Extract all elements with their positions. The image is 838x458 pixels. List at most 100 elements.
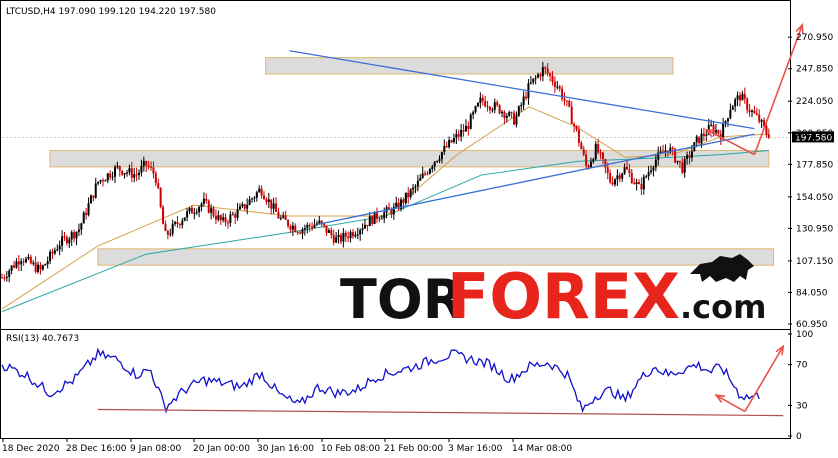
candle-body <box>253 197 256 199</box>
candle-body <box>275 203 278 212</box>
candle-body <box>82 212 85 224</box>
candle-body <box>267 199 270 203</box>
candle-body <box>383 212 386 219</box>
candle-body <box>702 133 705 136</box>
logo-text-tor: TOR <box>340 268 464 331</box>
rsi-tick-label: 30 <box>796 401 808 411</box>
candle-body <box>351 232 354 237</box>
candle-body <box>758 114 761 122</box>
candle-body <box>529 82 532 84</box>
candle-body <box>599 152 602 154</box>
support-zone-2 <box>49 149 770 168</box>
candle-body <box>765 126 768 135</box>
candle-body <box>162 207 165 225</box>
candle-body <box>380 218 383 220</box>
price-tick-label: 200.950 <box>796 129 833 139</box>
candle-body <box>53 250 56 254</box>
trend-line-1 <box>289 50 755 130</box>
candle-body <box>378 218 381 220</box>
candle-body <box>109 173 112 178</box>
rsi-tick-label: 100 <box>796 330 813 340</box>
forecast-arrow-1-shaft <box>753 24 804 155</box>
candle-body <box>236 209 239 218</box>
candle-body <box>85 212 88 215</box>
rsi-axis: 100 70 30 0 <box>788 330 813 442</box>
time-tick-label: 3 Mar 16:00 <box>448 444 503 454</box>
candle-body <box>676 160 679 163</box>
candle-body <box>419 177 422 181</box>
candle-body <box>695 136 698 143</box>
torforex-logo: TOR FOREX .com <box>340 254 766 333</box>
candle-body <box>128 168 131 173</box>
candle-body <box>89 195 92 204</box>
candle-body <box>121 170 124 175</box>
price-tick-label: 224.050 <box>796 97 833 107</box>
candle-body <box>332 234 335 243</box>
candle-body <box>714 130 717 133</box>
candle-body <box>767 134 770 138</box>
candle-body <box>678 160 681 163</box>
candle-body <box>700 133 703 144</box>
candle-body <box>575 125 578 130</box>
candle-body <box>49 251 52 262</box>
candle-body <box>147 165 150 167</box>
price-tick-label: 177.850 <box>796 160 833 170</box>
candle-body <box>743 93 746 99</box>
candle-body <box>284 215 287 221</box>
candle-body <box>272 203 275 209</box>
candle-body <box>37 264 40 272</box>
candle-body <box>301 229 304 234</box>
candle-body <box>748 109 751 113</box>
candle-body <box>200 203 203 208</box>
candle-body <box>486 106 489 108</box>
rsi-title: RSI(13) 40.7673 <box>6 334 79 344</box>
candle-body <box>544 67 547 69</box>
candle-body <box>654 159 657 168</box>
candle-body <box>402 199 405 203</box>
candle-body <box>5 276 8 278</box>
candle-body <box>198 207 201 213</box>
candle-body <box>68 239 71 244</box>
candle-body <box>238 206 241 210</box>
candle-body <box>101 180 104 182</box>
candle-body <box>356 234 359 236</box>
candle-body <box>741 93 744 101</box>
candle-body <box>287 220 290 227</box>
candle-body <box>671 147 674 150</box>
candle-body <box>640 184 643 190</box>
candle-body <box>510 112 513 114</box>
forecast-arrow-1-head <box>795 22 804 34</box>
candle-body <box>311 226 314 228</box>
candle-body <box>609 173 612 183</box>
candle-body <box>104 180 107 182</box>
candle-body <box>633 183 636 185</box>
candle-body <box>255 192 258 198</box>
candle-body <box>601 152 604 160</box>
candle-body <box>539 74 542 77</box>
moving-average-fast <box>1 106 769 310</box>
candle-body <box>1 277 3 279</box>
candle-body <box>710 124 713 126</box>
candle-body <box>390 209 393 215</box>
candle-body <box>376 211 379 219</box>
candle-body <box>568 100 571 107</box>
candle-body <box>652 167 655 171</box>
candle-body <box>349 232 352 239</box>
candle-body <box>616 175 619 180</box>
candle-body <box>515 115 518 125</box>
candle-body <box>392 206 395 215</box>
candle-body <box>166 230 169 235</box>
candle-body <box>231 214 234 216</box>
candle-body <box>188 207 191 212</box>
candle-body <box>664 150 667 153</box>
time-tick-label: 14 Mar 08:00 <box>512 444 572 454</box>
candle-body <box>126 172 129 174</box>
candle-body <box>58 245 61 250</box>
candle-body <box>241 204 244 207</box>
candle-body <box>597 143 600 153</box>
candle-body <box>303 228 306 230</box>
candle-body <box>570 106 573 124</box>
candle-body <box>164 224 167 231</box>
candle-body <box>467 125 470 129</box>
